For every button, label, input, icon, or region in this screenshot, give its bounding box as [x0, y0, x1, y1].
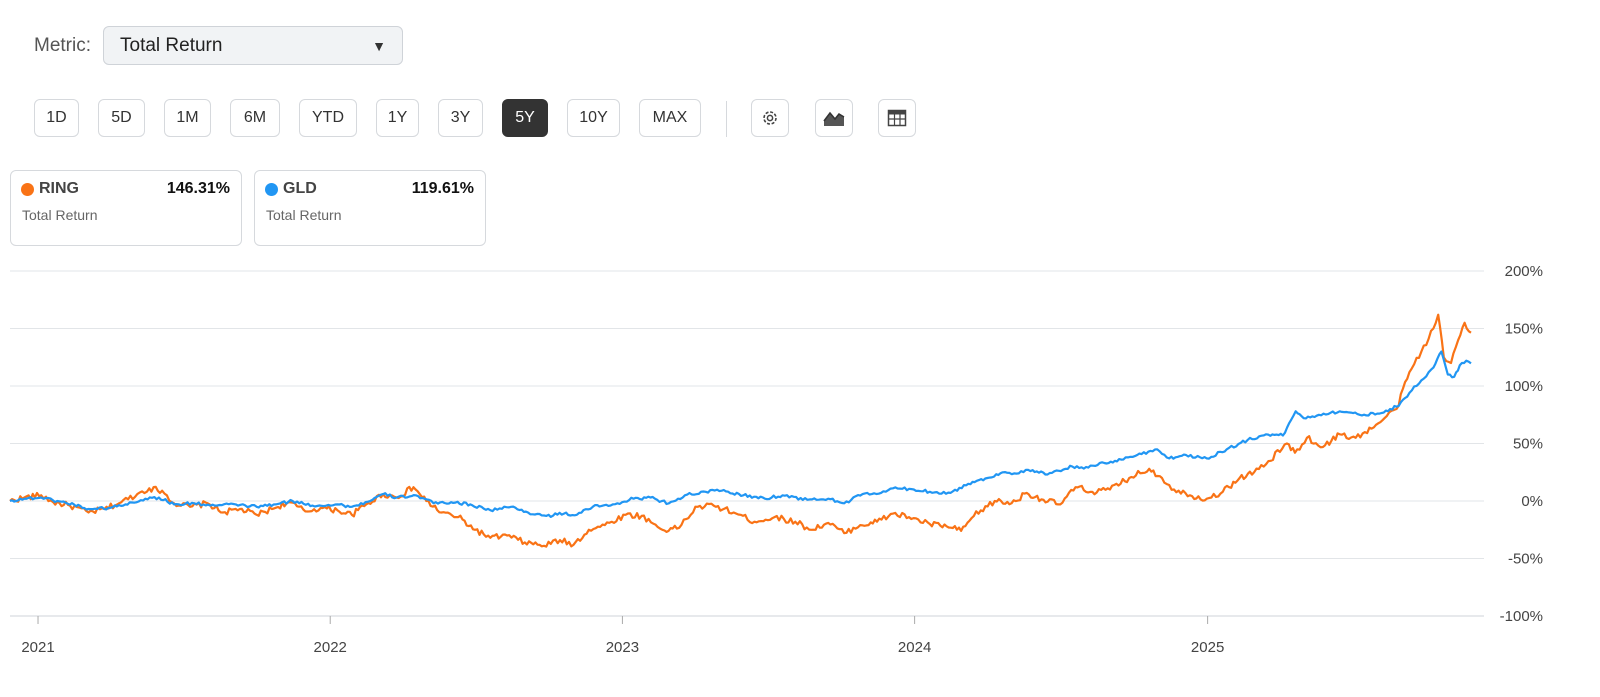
chart-type-button[interactable]: [815, 99, 853, 137]
legend-ticker: GLD: [283, 180, 317, 197]
y-tick-label: 150%: [1505, 321, 1543, 338]
total-return-chart[interactable]: 200%150%100%50%0%-50%-100% 2021 2022 2023 2…: [0, 250, 1600, 690]
range-button-ytd[interactable]: YTD: [299, 99, 357, 137]
x-axis-ticks: 2021 2022 2023 2024 2025: [21, 616, 1224, 656]
y-tick-label: 0%: [1521, 493, 1543, 510]
y-tick-label: -50%: [1508, 551, 1543, 568]
range-button-10y[interactable]: 10Y: [567, 99, 620, 137]
x-tick-label: 2023: [606, 639, 639, 656]
chevron-down-icon: ▼: [372, 37, 386, 54]
grid-lines: [10, 270, 1484, 617]
gear-icon: [763, 111, 777, 125]
metric-select-value: Total Return: [120, 34, 223, 56]
y-tick-label: 50%: [1513, 436, 1543, 453]
range-button-5d[interactable]: 5D: [98, 99, 145, 137]
legend-metric: Total Return: [22, 207, 98, 223]
legend-value: 119.61%: [411, 180, 474, 197]
table-icon: [887, 109, 907, 127]
y-tick-label: -100%: [1500, 608, 1543, 625]
range-button-1d[interactable]: 1D: [34, 99, 79, 137]
range-button-1y[interactable]: 1Y: [376, 99, 419, 137]
metric-row: Metric: Total Return ▼: [34, 25, 403, 66]
range-button-3y[interactable]: 3Y: [438, 99, 483, 137]
legend-dot-gld: [265, 183, 278, 196]
area-chart-icon: [823, 111, 845, 126]
legend-dot-ring: [21, 183, 34, 196]
series-lines: [9, 313, 1472, 548]
y-tick-label: 200%: [1505, 263, 1543, 280]
x-tick-label: 2025: [1191, 639, 1224, 656]
metric-label: Metric:: [34, 34, 91, 56]
toolbar-divider: [726, 101, 727, 137]
legend-value: 146.31%: [166, 180, 230, 197]
metric-select[interactable]: Total Return ▼: [103, 26, 403, 65]
range-button-6m[interactable]: 6M: [230, 99, 280, 137]
y-tick-label: 100%: [1505, 378, 1543, 395]
x-tick-label: 2021: [21, 639, 54, 656]
series-line-ring: [9, 313, 1472, 548]
series-line-gld: [9, 350, 1472, 518]
y-axis-ticks: 200% 150% 100% 50% 0% -50% -100%: [1500, 263, 1543, 625]
range-button-1m[interactable]: 1M: [164, 99, 211, 137]
range-button-5y[interactable]: 5Y: [502, 99, 548, 137]
x-tick-label: 2022: [314, 639, 347, 656]
table-view-button[interactable]: [878, 99, 916, 137]
range-button-max[interactable]: MAX: [639, 99, 701, 137]
settings-button[interactable]: [751, 99, 789, 137]
legend-card-gld[interactable]: GLD 119.61% Total Return: [254, 170, 486, 246]
legend-metric: Total Return: [266, 207, 342, 223]
x-tick-label: 2024: [898, 639, 931, 656]
legend-ticker: RING: [39, 180, 79, 197]
legend-card-ring[interactable]: RING 146.31% Total Return: [10, 170, 242, 246]
